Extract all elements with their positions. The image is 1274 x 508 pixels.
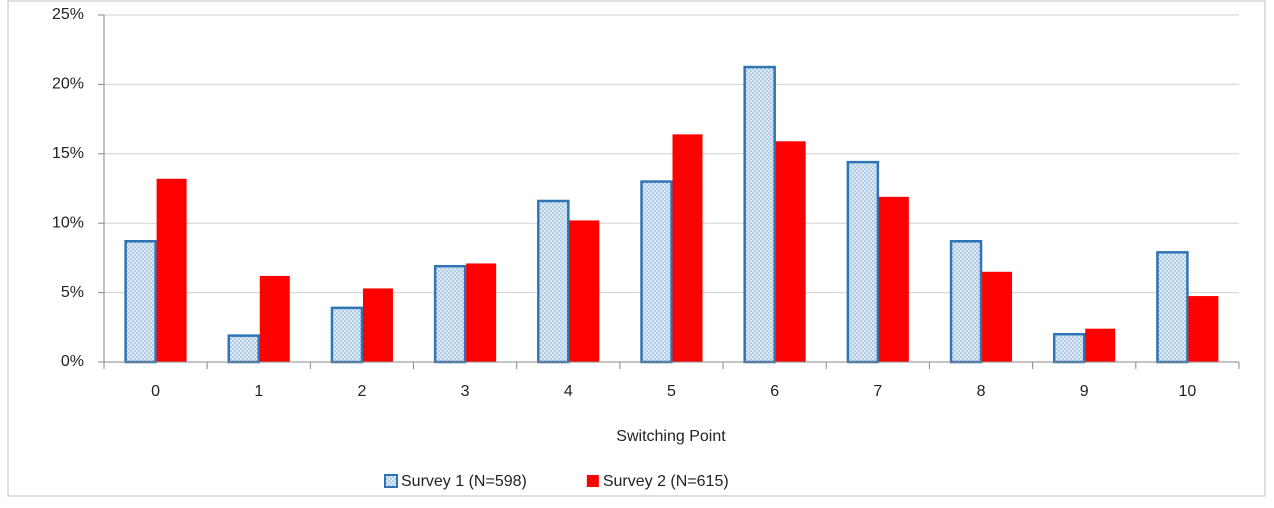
legend-label: Survey 2 (N=615) (603, 473, 729, 490)
x-tick-label: 5 (667, 383, 676, 400)
x-tick-label: 4 (564, 383, 573, 400)
bar (259, 275, 290, 362)
legend-label: Survey 1 (N=598) (401, 473, 527, 490)
bar (569, 220, 600, 362)
legend-swatch (384, 474, 398, 488)
x-tick-label: 2 (358, 383, 367, 400)
bar (640, 180, 673, 364)
x-tick-label: 3 (461, 383, 470, 400)
x-tick-label: 8 (977, 383, 986, 400)
bar (227, 334, 261, 364)
x-tick-label: 7 (873, 383, 882, 400)
y-tick-label: 20% (52, 76, 84, 93)
x-tick-label: 1 (254, 383, 263, 400)
x-tick-label: 0 (151, 383, 160, 400)
bar (672, 134, 703, 362)
bar (1085, 328, 1116, 362)
x-axis-label: Switching Point (616, 428, 726, 445)
bar (775, 141, 806, 362)
bar (433, 264, 467, 364)
bar (1188, 296, 1219, 362)
bar (949, 239, 983, 364)
bar (743, 65, 776, 364)
y-tick-label: 15% (52, 145, 84, 162)
bar (537, 199, 570, 364)
x-tick-label: 9 (1080, 383, 1089, 400)
bar (982, 271, 1013, 362)
x-tick-label: 10 (1179, 383, 1197, 400)
y-tick-label: 10% (52, 214, 84, 231)
y-tick-label: 25% (52, 6, 84, 23)
bar (124, 239, 157, 364)
legend-swatch (586, 475, 599, 487)
y-tick-label: 0% (61, 353, 84, 370)
x-tick-label: 6 (770, 383, 779, 400)
bar (846, 160, 880, 364)
bar (1156, 251, 1189, 364)
bar (362, 288, 393, 362)
bar (156, 178, 187, 362)
bar (466, 263, 497, 362)
bar (330, 306, 364, 364)
bar (878, 196, 909, 362)
chart-frame (7, 0, 1266, 497)
y-tick-label: 5% (61, 284, 84, 301)
bar (1052, 332, 1086, 364)
